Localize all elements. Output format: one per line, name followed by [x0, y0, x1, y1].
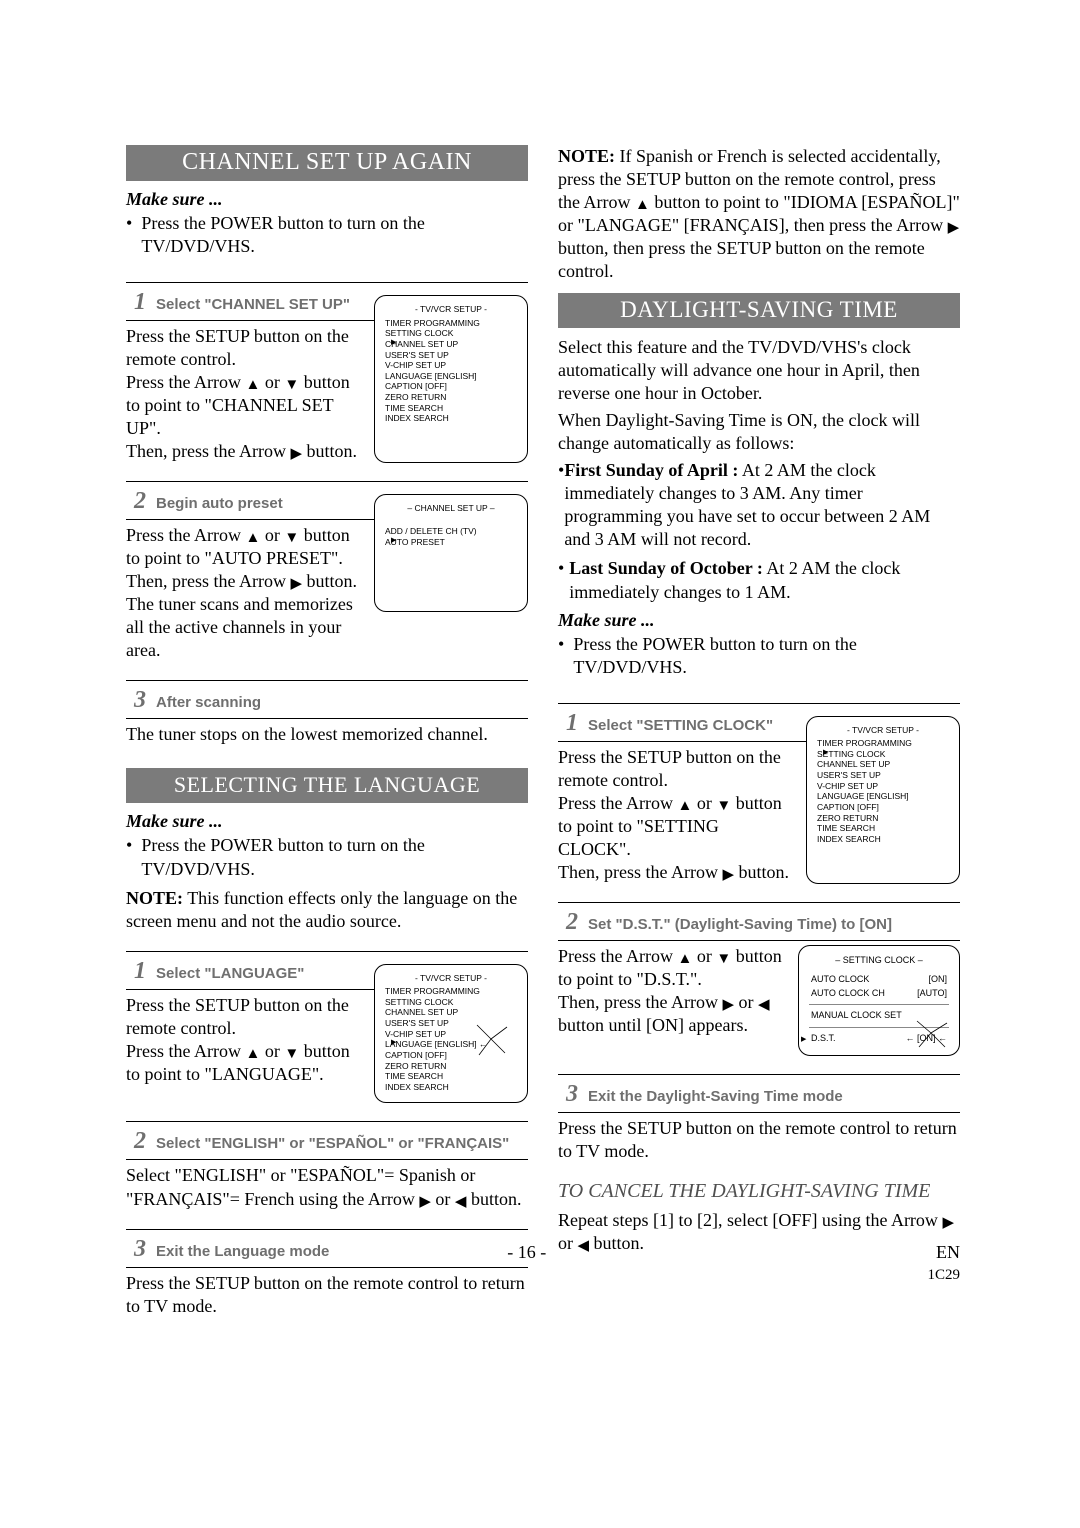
right-icon: ▶ [290, 446, 302, 462]
step-text: Press the Arrow ▲ or ▼ button to point t… [126, 524, 362, 570]
language-banner: SELECTING THE LANGUAGE [126, 768, 528, 803]
cancel-heading: TO CANCEL THE DAYLIGHT-SAVING TIME [558, 1179, 960, 1203]
step-number: 2 [134, 1128, 146, 1155]
down-icon: ▼ [284, 377, 299, 393]
step-text: Press the Arrow ▲ or ▼ button to point t… [126, 1040, 362, 1086]
left-icon: ◀ [455, 1194, 467, 1210]
step-text: The tuner scans and memorizes all the ac… [126, 593, 362, 662]
callout-rays-icon [903, 1019, 953, 1053]
channel-step-3: 3 After scanning The tuner stops on the … [126, 680, 528, 746]
right-icon: ▶ [722, 997, 734, 1013]
down-icon: ▼ [716, 798, 731, 814]
step-title: Select "SETTING CLOCK" [588, 717, 773, 734]
up-icon: ▲ [246, 530, 261, 546]
step-number: 1 [134, 289, 146, 316]
down-icon: ▼ [284, 1046, 299, 1062]
step-title: After scanning [156, 694, 261, 711]
osd-setup-menu: - TV/VCR SETUP - TIMER PROGRAMMING SETTI… [374, 964, 528, 1104]
up-icon: ▲ [678, 798, 693, 814]
page-lang: EN [936, 1242, 960, 1262]
osd-title: - TV/VCR SETUP - [385, 304, 517, 315]
step-text: The tuner stops on the lowest memorized … [126, 723, 528, 746]
step-number: 2 [566, 909, 578, 936]
step-number: 1 [566, 710, 578, 737]
page: CHANNEL SET UP AGAIN Make sure ... •Pres… [126, 145, 960, 1318]
page-footer: - 16 - EN 1C29 [126, 1242, 960, 1284]
right-column: NOTE: If Spanish or French is selected a… [558, 145, 960, 1318]
language-step-2: 2 Select "ENGLISH" or "ESPAÑOL" or "FRAN… [126, 1121, 528, 1210]
osd-setup-menu: - TV/VCR SETUP - TIMER PROGRAMMING SETTI… [806, 716, 960, 884]
channel-banner: CHANNEL SET UP AGAIN [126, 145, 528, 181]
up-icon: ▲ [635, 197, 650, 213]
step-number: 1 [134, 958, 146, 985]
step-title: Select "CHANNEL SET UP" [156, 296, 350, 313]
step-title: Begin auto preset [156, 495, 283, 512]
prereq-text: Press the POWER button to turn on the TV… [573, 633, 960, 679]
dst-intro2: When Daylight-Saving Time is ON, the clo… [558, 409, 960, 455]
down-icon: ▼ [284, 530, 299, 546]
dst-banner: DAYLIGHT-SAVING TIME [558, 293, 960, 328]
prereq: •Press the POWER button to turn on the T… [126, 212, 528, 258]
osd-title: - TV/VCR SETUP - [385, 973, 517, 984]
step-text: Press the SETUP button on the remote con… [558, 746, 794, 792]
make-sure: Make sure ... [558, 610, 960, 631]
step-text: Then, press the Arrow ▶ button. [558, 861, 794, 884]
page-number: - 16 - [507, 1242, 546, 1284]
right-icon: ▶ [942, 1215, 954, 1231]
make-sure: Make sure ... [126, 189, 528, 210]
osd-title: - TV/VCR SETUP - [817, 725, 949, 736]
dst-step-1: 1 Select "SETTING CLOCK" Press the SETUP… [558, 703, 960, 884]
prereq: •Press the POWER button to turn on the T… [558, 633, 960, 679]
step-text: Press the Arrow ▲ or ▼ button to point t… [558, 792, 794, 861]
up-icon: ▲ [246, 377, 261, 393]
osd-channel-menu: – CHANNEL SET UP – ADD / DELETE CH (TV) … [374, 494, 528, 612]
left-icon: ◀ [758, 997, 770, 1013]
step-text: Press the Arrow ▲ or ▼ button to point t… [126, 371, 362, 440]
step-text: Press the SETUP button on the remote con… [558, 1117, 960, 1163]
dst-bullet: •First Sunday of April : At 2 AM the clo… [558, 459, 960, 551]
down-icon: ▼ [716, 951, 731, 967]
note: NOTE: This function effects only the lan… [126, 887, 528, 933]
step-title: Select "ENGLISH" or "ESPAÑOL" or "FRANÇA… [156, 1135, 509, 1152]
step-number: 3 [134, 687, 146, 714]
osd-title: – CHANNEL SET UP – [385, 503, 517, 514]
right-icon: ▶ [948, 220, 960, 236]
step-text: Then, press the Arrow ▶ button. [126, 570, 362, 593]
osd-title: – SETTING CLOCK – [811, 954, 947, 968]
right-icon: ▶ [722, 867, 734, 883]
step-text: Press the SETUP button on the remote con… [126, 994, 362, 1040]
prereq-text: Press the POWER button to turn on the TV… [141, 834, 528, 880]
prereq-text: Press the POWER button to turn on the TV… [141, 212, 528, 258]
dst-bullet: •Last Sunday of October : At 2 AM the cl… [558, 557, 960, 603]
page-code: 1C29 [927, 1267, 960, 1283]
channel-step-1: 1 Select "CHANNEL SET UP" Press the SETU… [126, 282, 528, 463]
step-text: Press the Arrow ▲ or ▼ button to point t… [558, 945, 786, 991]
osd-clock-menu: – SETTING CLOCK – AUTO CLOCK[ON] AUTO CL… [798, 945, 960, 1057]
dst-intro: Select this feature and the TV/DVD/VHS's… [558, 336, 960, 405]
up-icon: ▲ [246, 1046, 261, 1062]
step-text: Then, press the Arrow ▶ or ◀ button unti… [558, 991, 786, 1037]
step-number: 3 [566, 1081, 578, 1108]
dst-step-3: 3 Exit the Daylight-Saving Time mode Pre… [558, 1074, 960, 1163]
step-number: 2 [134, 488, 146, 515]
step-title: Exit the Daylight-Saving Time mode [588, 1088, 843, 1105]
osd-setup-menu: - TV/VCR SETUP - TIMER PROGRAMMING SETTI… [374, 295, 528, 463]
step-text: Press the SETUP button on the remote con… [126, 325, 362, 371]
right-icon: ▶ [290, 576, 302, 592]
step-title: Set "D.S.T." (Daylight-Saving Time) to [… [588, 916, 892, 933]
dst-step-2: 2 Set "D.S.T." (Daylight-Saving Time) to… [558, 902, 960, 1057]
make-sure: Make sure ... [126, 811, 528, 832]
callout-rays-icon [473, 1021, 523, 1061]
note: NOTE: If Spanish or French is selected a… [558, 145, 960, 283]
left-column: CHANNEL SET UP AGAIN Make sure ... •Pres… [126, 145, 528, 1318]
language-step-1: 1 Select "LANGUAGE" Press the SETUP butt… [126, 951, 528, 1104]
step-title: Select "LANGUAGE" [156, 965, 304, 982]
up-icon: ▲ [678, 951, 693, 967]
step-text: Then, press the Arrow ▶ button. [126, 440, 362, 463]
channel-step-2: 2 Begin auto preset Press the Arrow ▲ or… [126, 481, 528, 662]
step-text: Select "ENGLISH" or "ESPAÑOL"= Spanish o… [126, 1164, 528, 1210]
prereq: •Press the POWER button to turn on the T… [126, 834, 528, 880]
right-icon: ▶ [419, 1194, 431, 1210]
